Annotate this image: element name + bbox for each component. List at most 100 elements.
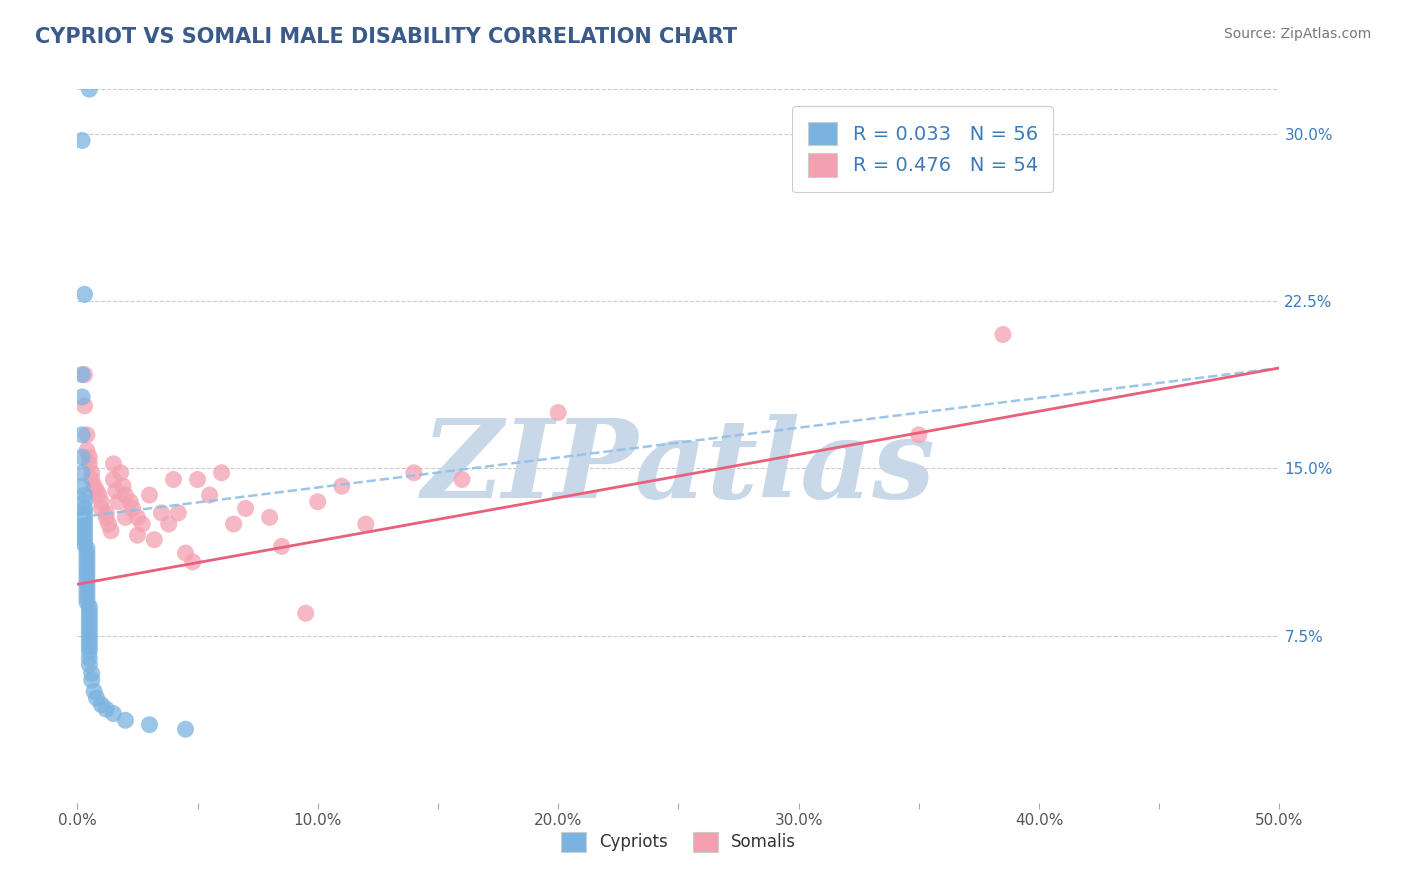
Point [307, 494, 329, 508]
Point [76, 443, 98, 458]
Point [76, 555, 98, 569]
Point [167, 506, 190, 520]
Point [138, 488, 160, 502]
Point [76, 427, 98, 442]
Point [547, 405, 569, 419]
Point [198, 488, 221, 502]
Point [79, 617, 101, 632]
Point [76, 541, 98, 556]
Point [103, 473, 125, 487]
Point [73, 528, 96, 542]
Point [76, 582, 98, 596]
Point [76, 595, 98, 609]
Point [235, 501, 257, 516]
Point [79, 450, 101, 464]
Point [908, 427, 931, 442]
Point [83, 479, 105, 493]
Point [354, 516, 377, 531]
Point [76, 546, 98, 560]
Point [127, 528, 149, 542]
Point [121, 501, 143, 516]
Point [157, 516, 180, 531]
Point [79, 631, 101, 645]
Point [73, 537, 96, 551]
Point [79, 613, 101, 627]
Point [222, 516, 245, 531]
Point [70, 466, 93, 480]
Point [111, 479, 134, 493]
Point [76, 568, 98, 582]
Point [270, 539, 292, 553]
Point [73, 519, 96, 533]
Point [120, 494, 142, 508]
Point [150, 506, 173, 520]
Point [174, 723, 197, 737]
Point [90, 698, 112, 712]
Text: Source: ZipAtlas.com: Source: ZipAtlas.com [1223, 27, 1371, 41]
Point [138, 717, 160, 731]
Point [174, 546, 197, 560]
Point [79, 626, 101, 640]
Point [90, 494, 112, 508]
Point [114, 510, 136, 524]
Point [294, 607, 316, 621]
Point [991, 327, 1014, 342]
Point [73, 510, 96, 524]
Point [80, 673, 103, 687]
Point [70, 479, 93, 493]
Point [73, 501, 96, 516]
Point [80, 666, 103, 681]
Point [73, 399, 96, 413]
Point [76, 550, 98, 565]
Point [96, 510, 118, 524]
Point [259, 510, 281, 524]
Point [80, 466, 103, 480]
Point [73, 524, 96, 538]
Point [70, 368, 93, 382]
Point [402, 466, 425, 480]
Point [181, 555, 204, 569]
Point [79, 604, 101, 618]
Point [73, 533, 96, 547]
Point [73, 494, 96, 508]
Point [104, 483, 127, 498]
Point [114, 488, 136, 502]
Point [73, 287, 96, 301]
Point [79, 599, 101, 614]
Point [73, 488, 96, 502]
Point [107, 494, 129, 508]
Point [186, 473, 209, 487]
Point [76, 577, 98, 591]
Point [79, 635, 101, 649]
Point [86, 483, 108, 498]
Point [162, 473, 184, 487]
Point [70, 390, 93, 404]
Point [79, 457, 101, 471]
Point [143, 533, 166, 547]
Text: ZIPatlas: ZIPatlas [422, 414, 935, 521]
Point [76, 564, 98, 578]
Point [103, 457, 125, 471]
Point [73, 368, 96, 382]
Point [97, 516, 120, 531]
Point [131, 516, 153, 531]
Point [83, 684, 105, 698]
Point [211, 466, 233, 480]
Point [79, 608, 101, 623]
Point [79, 651, 101, 665]
Text: CYPRIOT VS SOMALI MALE DISABILITY CORRELATION CHART: CYPRIOT VS SOMALI MALE DISABILITY CORREL… [35, 27, 737, 46]
Point [330, 479, 353, 493]
Point [127, 510, 149, 524]
Point [79, 644, 101, 658]
Point [70, 450, 93, 464]
Point [87, 488, 110, 502]
Point [76, 573, 98, 587]
Point [79, 82, 101, 96]
Point [110, 466, 132, 480]
Point [79, 622, 101, 636]
Point [70, 133, 93, 147]
Point [79, 657, 101, 672]
Point [79, 640, 101, 654]
Point [451, 473, 474, 487]
Point [76, 591, 98, 605]
